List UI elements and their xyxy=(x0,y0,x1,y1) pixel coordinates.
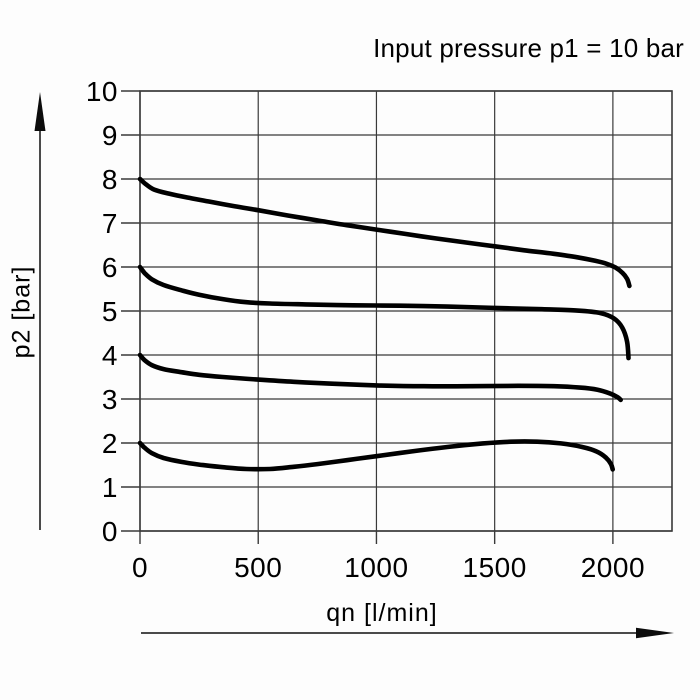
x-axis-label: qn [l/min] xyxy=(326,599,438,627)
tick-labels: 0 500 1000 1500 2000 0 1 2 3 4 5 6 7 8 9 10 xyxy=(86,76,645,583)
y-tick-label: 0 xyxy=(102,516,118,547)
y-tick-label: 9 xyxy=(102,120,118,151)
axis-ticks xyxy=(121,90,614,544)
curve-setpoint-4-bar xyxy=(137,352,623,403)
y-tick-label: 10 xyxy=(86,76,118,107)
x-axis-arrow-icon xyxy=(141,627,674,639)
y-tick-label: 7 xyxy=(102,208,118,239)
y-tick-label: 8 xyxy=(102,164,118,195)
y-axis-arrow-icon xyxy=(34,92,46,530)
y-tick-label: 4 xyxy=(102,340,118,371)
curve-setpoint-2-bar xyxy=(137,439,615,472)
y-axis-label: p2 [bar] xyxy=(7,265,36,359)
y-tick-label: 6 xyxy=(102,252,118,283)
y-tick-label: 5 xyxy=(102,296,118,327)
curve-setpoint-8-bar xyxy=(137,176,632,289)
data-curves xyxy=(137,176,632,472)
y-tick-label: 2 xyxy=(102,428,118,459)
grid-lines xyxy=(139,90,673,532)
x-tick-label: 0 xyxy=(132,552,148,583)
curve-setpoint-6-bar xyxy=(137,264,631,361)
x-tick-label: 500 xyxy=(234,552,282,583)
y-tick-label: 1 xyxy=(102,472,118,503)
chart-title: Input pressure p1 = 10 bar xyxy=(373,33,684,63)
x-tick-label: 1500 xyxy=(463,552,527,583)
x-tick-label: 2000 xyxy=(581,552,645,583)
y-tick-label: 3 xyxy=(102,384,118,415)
x-tick-label: 1000 xyxy=(344,552,408,583)
